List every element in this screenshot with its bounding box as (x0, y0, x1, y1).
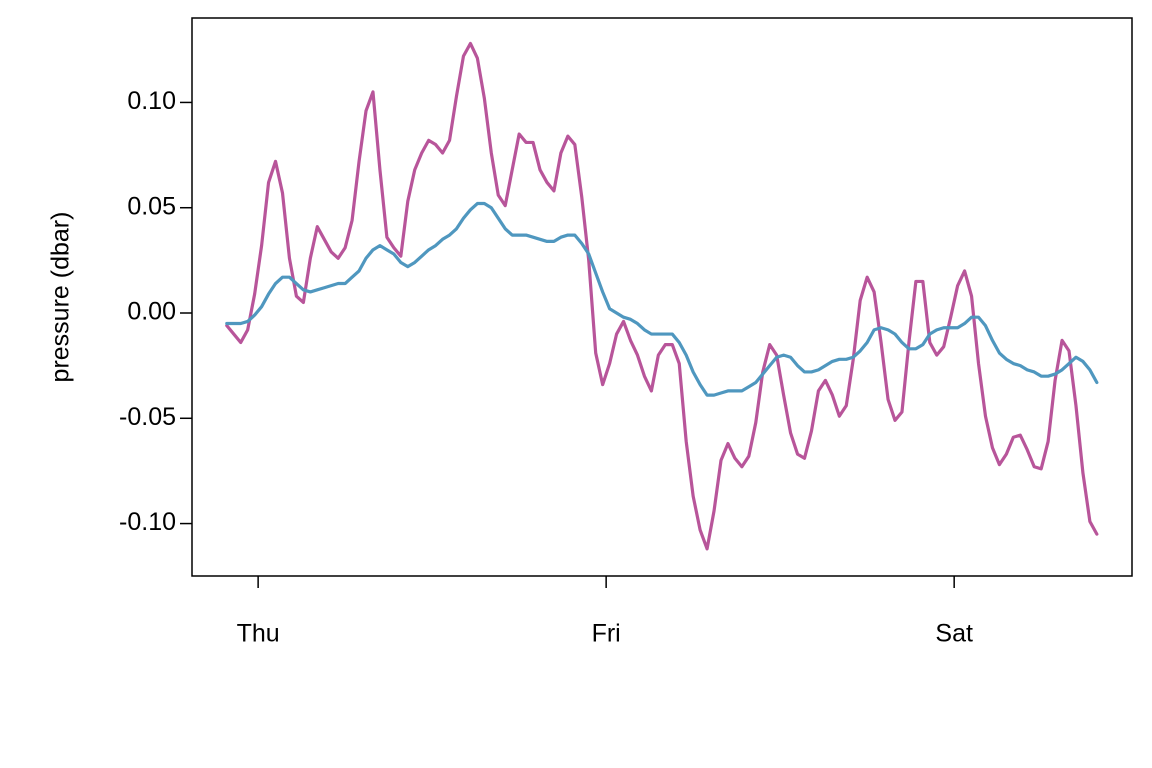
y-tick-label: -0.05 (119, 403, 176, 431)
plot-frame (191, 17, 1133, 577)
series-line (225, 201, 1099, 397)
y-tick-label: 0.05 (127, 192, 176, 220)
y-axis-label: pressure (dbar) (47, 212, 75, 383)
y-tick-label: 0.00 (127, 298, 176, 326)
x-tick-label: Thu (237, 620, 280, 648)
x-tick-label: Sat (935, 620, 973, 648)
y-tick-label: -0.10 (119, 508, 176, 536)
x-tick-label: Fri (592, 620, 621, 648)
series-line (225, 41, 1099, 551)
y-tick-label: 0.10 (127, 87, 176, 115)
